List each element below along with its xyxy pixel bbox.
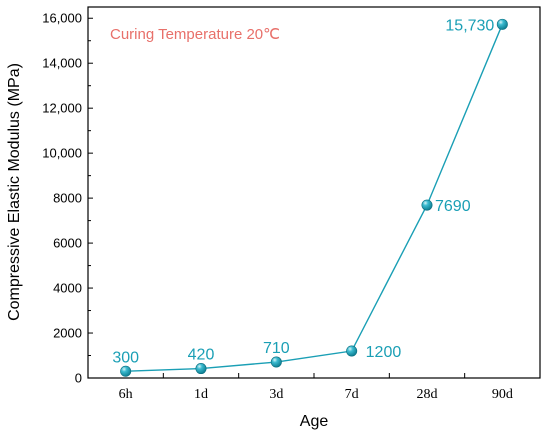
- x-axis-title: Age: [300, 413, 329, 430]
- series-line: [125, 24, 503, 372]
- y-tick-label: 0: [75, 371, 82, 386]
- y-tick-label: 2000: [53, 326, 82, 341]
- curing-temperature-annotation: Curing Temperature 20℃: [110, 26, 280, 43]
- data-label: 7690: [435, 198, 471, 215]
- x-tick-label: 7d: [345, 387, 359, 402]
- x-tick-label: 6h: [119, 387, 133, 402]
- y-axis-ticks: 0 2000 4000 6000 8000 10,000 12,000 14,000 16,00…: [42, 11, 93, 386]
- y-tick-label: 16,000: [42, 11, 82, 26]
- data-point: [421, 199, 433, 211]
- data-label: 1200: [366, 344, 402, 361]
- x-tick-label: 28d: [417, 387, 438, 402]
- data-labels-group: 300 420 710 1200 7690 15,730: [112, 17, 494, 366]
- data-label: 420: [188, 347, 215, 364]
- y-tick-label: 12,000: [42, 101, 82, 116]
- y-tick-label: 8000: [53, 191, 82, 206]
- data-point: [120, 365, 132, 377]
- y-tick-label: 4000: [53, 281, 82, 296]
- data-label: 15,730: [445, 17, 494, 34]
- plot-area: [87, 6, 541, 379]
- data-point: [496, 18, 508, 30]
- data-label: 710: [263, 340, 290, 357]
- y-tick-label: 6000: [53, 236, 82, 251]
- y-tick-label: 14,000: [42, 56, 82, 71]
- x-tick-label: 3d: [269, 387, 283, 402]
- data-point: [346, 345, 358, 357]
- y-tick-label: 10,000: [42, 146, 82, 161]
- data-point: [195, 363, 207, 375]
- series-line-group: [120, 18, 508, 377]
- x-axis-ticks: 6h 1d 3d 7d 28d 90d: [87, 373, 541, 402]
- data-point: [270, 356, 282, 368]
- x-tick-label: 1d: [194, 387, 208, 402]
- y-axis-title: Compressive Elastic Modulus (MPa): [6, 63, 23, 321]
- data-label: 300: [112, 349, 139, 366]
- x-tick-label: 90d: [492, 387, 513, 402]
